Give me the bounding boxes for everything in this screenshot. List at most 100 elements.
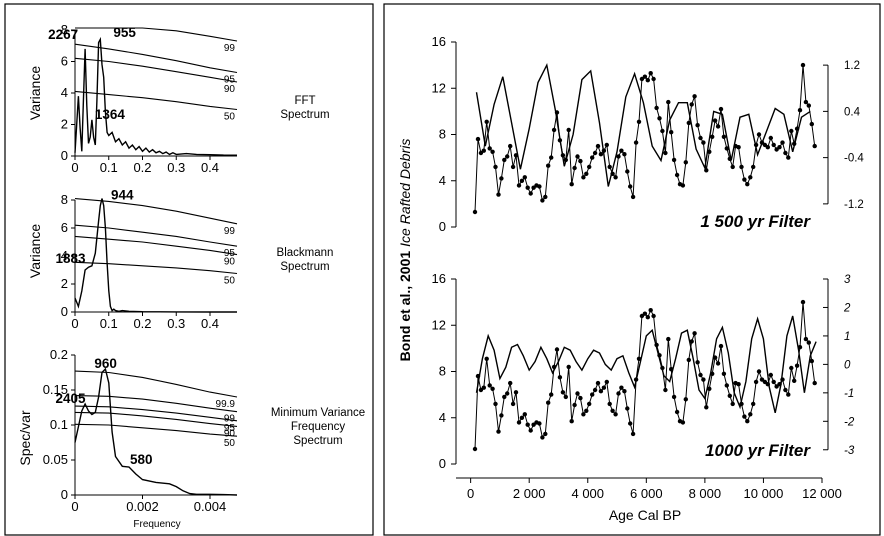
- ird1000-ird-point-26: [549, 392, 554, 397]
- fft-xtick-label-1: 0.1: [100, 160, 118, 175]
- ird1500-ird-point-79: [704, 168, 709, 173]
- blackmann-title-line-2: Spectrum: [280, 261, 329, 273]
- ird1500-ird-point-51: [622, 152, 627, 157]
- ird1000-ird-point-80: [707, 386, 712, 391]
- ird1500-y2tick-label-2: 0.4: [844, 106, 861, 118]
- ird1500-filtered-curve: [475, 62, 811, 187]
- ird1000-ird-point-73: [686, 357, 691, 363]
- ird1500-ird-point-25: [546, 163, 551, 168]
- ird1500-ird-point-96: [753, 142, 759, 148]
- ird1500-ird-point-34: [572, 165, 577, 171]
- blackmann-xtick-label-0: 0: [71, 316, 78, 331]
- ird1500-ird-point-107: [786, 155, 791, 160]
- fft-ytick-label-1: 2: [61, 117, 68, 132]
- minvar-title-line-2: Frequency: [291, 421, 346, 433]
- minvar-title-line-3: Spectrum: [293, 435, 342, 447]
- ird1000-y2tick-label-0: -3: [844, 445, 855, 457]
- blackmann-xtick-label-1: 0.1: [100, 316, 118, 331]
- ird1000-ird-point-86: [724, 383, 729, 388]
- ird1000-ird-point-15: [516, 420, 522, 425]
- ird1000-ird-point-31: [563, 394, 568, 400]
- ird1500-ird-point-27: [551, 127, 557, 133]
- blackmann-ylabel: Variance: [27, 224, 43, 278]
- ird-ylabel: Bond et al., 2001 Ice Rafted Debris: [397, 139, 413, 362]
- ird1500-ird-point-64: [660, 128, 665, 134]
- ird1500-ird-point-37: [581, 175, 586, 180]
- ird1000-ird-point-17: [522, 412, 527, 417]
- ird1500-ird-point-57: [639, 76, 645, 82]
- ird1000-ird-point-112: [800, 299, 806, 305]
- ird1500-ird-point-6: [490, 149, 495, 154]
- ird1000-ird-point-3: [481, 385, 486, 390]
- ird1000-ird-point-49: [616, 391, 621, 396]
- fft-ytick-label-0: 0: [61, 148, 68, 163]
- ird1500-ird-point-90: [736, 145, 741, 150]
- ird1000-ird-point-66: [666, 336, 671, 342]
- ird1000-ird-point-85: [721, 371, 727, 376]
- ird1500-ird-point-47: [610, 171, 615, 176]
- blackmann-xtick-label-3: 0.3: [167, 316, 185, 331]
- fft-xtick-label-2: 0.2: [133, 160, 151, 175]
- ird1000-ird-point-92: [742, 414, 747, 419]
- fft-spectrum-curve: [74, 36, 238, 156]
- ird1500-ird-point-84: [718, 106, 724, 112]
- ird1500-ird-point-77: [698, 135, 703, 141]
- ird1500-ird-point-112: [800, 62, 806, 68]
- ird1500-ird-point-74: [689, 102, 694, 107]
- blackmann-xtick-label-2: 0.2: [133, 316, 151, 331]
- ird1000-ird-point-104: [777, 382, 782, 387]
- ird1000-ird-point-56: [636, 356, 642, 361]
- ird1000-ird-point-46: [607, 401, 612, 407]
- ird1500-ird-point-18: [525, 185, 530, 190]
- ird1000-ird-point-19: [528, 428, 533, 433]
- minvar-title-line-1: Minimum Variance: [271, 407, 365, 419]
- minvar-significance-label-50: 50: [224, 438, 236, 449]
- ird1000-data-line: [474, 302, 816, 450]
- ird1000-ytick-label-0: 0: [439, 456, 446, 471]
- ird1000-ird-point-83: [715, 361, 721, 366]
- fft-ytick-label-4: 8: [61, 22, 68, 37]
- ird1500-ird-point-76: [695, 123, 700, 128]
- ird1500-ird-point-54: [630, 194, 636, 200]
- minvar-significance-label-99: 99: [224, 414, 236, 425]
- blackmann-significance-label-99: 99: [224, 226, 236, 237]
- fft-xtick-label-0: 0: [71, 160, 78, 175]
- ird1500-ird-point-60: [648, 71, 653, 76]
- ird-ylabel-italic: Ice Rafted Debris: [397, 139, 413, 247]
- blackmann-ytick-label-4: 8: [61, 192, 68, 207]
- ird1500-ird-point-32: [566, 127, 571, 133]
- ird1500-ird-point-8: [496, 192, 501, 197]
- minvar-peak-label-2405: 2405: [56, 391, 87, 406]
- ird1000-ird-point-96: [753, 379, 759, 385]
- ird1500-ird-point-33: [569, 182, 574, 187]
- ird1500-ird-point-81: [710, 134, 715, 139]
- fft-significance-label-90: 90: [224, 84, 236, 95]
- ird1500-ird-point-62: [654, 105, 659, 111]
- ird1500-ird-point-31: [563, 157, 568, 163]
- ird1000-filtered-curve: [475, 315, 817, 413]
- minvar-significance-label-90: 90: [224, 428, 236, 439]
- fft-peak-label-955: 955: [113, 25, 136, 40]
- ird1000-ird-point-68: [671, 394, 677, 400]
- ird1500-ird-point-10: [502, 157, 507, 163]
- ird1500-ird-point-91: [739, 164, 744, 170]
- fft-significance-label-99: 99: [224, 43, 236, 54]
- ird1500-ird-point-68: [671, 157, 677, 163]
- ird1000-ird-point-13: [510, 401, 516, 407]
- ird1000-ytick-label-2: 8: [439, 364, 446, 379]
- ird1000-ird-point-107: [786, 392, 791, 397]
- ird1000-ird-point-58: [642, 311, 648, 316]
- fft-title-line-1: FFT: [294, 95, 315, 107]
- ird1000-ird-point-10: [502, 394, 507, 400]
- ird1000-ird-point-94: [748, 412, 753, 417]
- fft-axes: [74, 30, 237, 157]
- ird1000-ird-point-48: [613, 412, 618, 417]
- ird1000-ird-point-81: [710, 371, 715, 376]
- ird1500-ird-point-115: [809, 121, 814, 127]
- ird1000-ird-point-72: [683, 397, 688, 402]
- ird1500-ytick-label-2: 8: [439, 127, 446, 142]
- ird1000-ird-point-24: [543, 431, 548, 437]
- fft-title-line-2: Spectrum: [280, 109, 329, 121]
- ird1500-ird-point-0: [472, 209, 478, 215]
